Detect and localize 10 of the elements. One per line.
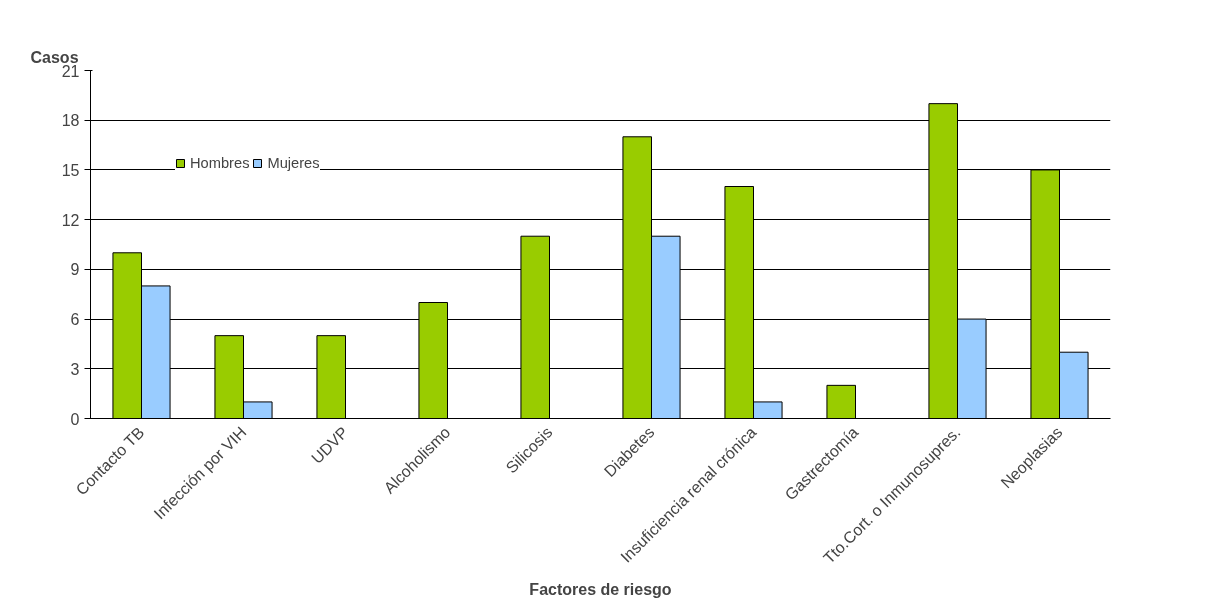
legend-label: Mujeres (267, 155, 320, 171)
y-tick-label: 18 (61, 112, 80, 130)
y-tick-label: 9 (70, 261, 80, 279)
legend-label: Hombres (190, 155, 250, 171)
y-tick-label: 0 (70, 410, 80, 428)
y-tick-label: 6 (70, 311, 80, 329)
y-tick-label: 15 (61, 161, 80, 179)
x-axis-title: Factores de riesgo (529, 580, 672, 598)
y-tick-label: 12 (61, 211, 80, 229)
y-tick-label: 3 (70, 360, 80, 378)
